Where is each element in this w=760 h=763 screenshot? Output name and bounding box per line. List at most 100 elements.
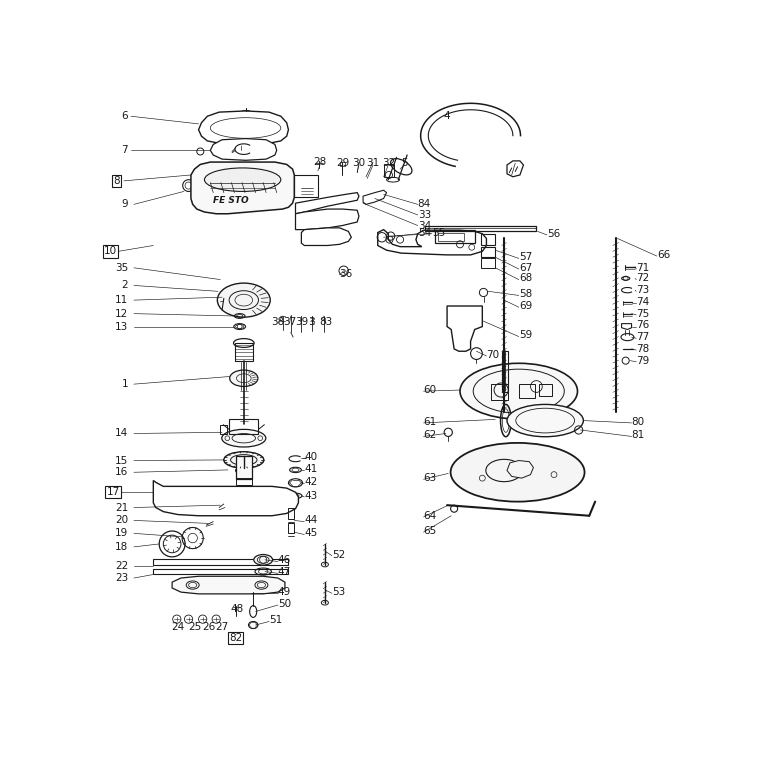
Text: 77: 77	[636, 332, 650, 342]
Bar	[154, 568, 289, 575]
Text: 24: 24	[171, 623, 185, 633]
Text: 75: 75	[636, 309, 650, 319]
Text: 33: 33	[418, 210, 431, 220]
Text: 41: 41	[304, 464, 318, 474]
Polygon shape	[507, 161, 524, 177]
Text: 64: 64	[423, 510, 437, 520]
Text: 43: 43	[304, 491, 318, 501]
Text: 2: 2	[122, 281, 128, 291]
Ellipse shape	[204, 168, 280, 192]
Text: 57: 57	[519, 253, 532, 262]
Polygon shape	[296, 209, 359, 230]
Text: 12: 12	[115, 309, 128, 319]
Polygon shape	[191, 162, 294, 214]
Text: 37: 37	[283, 317, 296, 327]
Bar	[540, 384, 553, 396]
Text: 44: 44	[304, 516, 318, 526]
Text: 23: 23	[115, 573, 128, 583]
Bar	[490, 384, 508, 400]
Bar	[384, 164, 394, 177]
Text: 62: 62	[423, 430, 437, 440]
Text: 35: 35	[115, 262, 128, 273]
Text: 81: 81	[632, 430, 644, 440]
Polygon shape	[211, 139, 277, 160]
Bar	[502, 351, 508, 392]
Ellipse shape	[230, 370, 258, 387]
Text: 40: 40	[304, 452, 318, 462]
Text: 65: 65	[423, 526, 437, 536]
Text: 80: 80	[632, 417, 644, 427]
Ellipse shape	[507, 404, 584, 436]
Text: 45: 45	[304, 528, 318, 539]
Text: 38: 38	[271, 317, 284, 327]
Text: 72: 72	[636, 273, 650, 283]
Ellipse shape	[222, 430, 266, 447]
Bar	[340, 162, 345, 166]
Text: 54: 54	[418, 227, 431, 237]
Text: 36: 36	[340, 269, 353, 278]
Text: 60: 60	[423, 385, 437, 395]
Text: 28: 28	[314, 157, 327, 167]
Bar	[229, 420, 258, 434]
Text: 59: 59	[519, 330, 532, 340]
Polygon shape	[378, 230, 486, 255]
Text: 50: 50	[278, 599, 291, 609]
Text: 83: 83	[319, 317, 333, 327]
Text: 11: 11	[115, 295, 128, 305]
Polygon shape	[363, 190, 387, 204]
Text: 30: 30	[353, 158, 366, 168]
Text: 8: 8	[113, 175, 119, 186]
Text: 26: 26	[202, 623, 215, 633]
Text: 22: 22	[115, 562, 128, 571]
Bar	[480, 259, 496, 268]
Text: 48: 48	[230, 604, 243, 613]
Text: 47: 47	[278, 567, 291, 577]
Text: 34: 34	[418, 221, 431, 230]
Ellipse shape	[460, 363, 578, 419]
Bar	[235, 343, 252, 361]
Polygon shape	[172, 576, 285, 594]
Text: 15: 15	[115, 456, 128, 465]
Text: 21: 21	[115, 503, 128, 513]
Polygon shape	[154, 481, 299, 516]
Text: 69: 69	[519, 301, 532, 311]
Text: 66: 66	[657, 250, 670, 260]
Polygon shape	[296, 192, 359, 214]
Text: 13: 13	[115, 321, 128, 332]
Text: 74: 74	[636, 297, 650, 307]
Bar	[289, 507, 294, 520]
Bar	[154, 559, 289, 565]
Text: 4: 4	[444, 111, 451, 121]
Text: 78: 78	[636, 344, 650, 354]
Polygon shape	[198, 111, 289, 144]
Text: 17: 17	[106, 488, 120, 497]
Bar	[220, 425, 227, 434]
Polygon shape	[507, 461, 534, 478]
Bar	[236, 478, 252, 485]
Bar	[480, 233, 496, 246]
Text: 76: 76	[636, 320, 650, 330]
Text: 19: 19	[115, 528, 128, 539]
Text: 6: 6	[122, 111, 128, 121]
Text: 5: 5	[401, 158, 407, 168]
Text: 42: 42	[304, 477, 318, 488]
Bar	[289, 523, 294, 533]
Text: FE STO: FE STO	[213, 196, 249, 204]
Bar	[425, 226, 537, 231]
Text: 31: 31	[366, 158, 380, 168]
Bar	[519, 384, 535, 398]
Text: 55: 55	[432, 227, 445, 237]
Text: 27: 27	[215, 623, 229, 633]
Text: 20: 20	[115, 516, 128, 526]
Polygon shape	[622, 324, 632, 330]
Text: 10: 10	[104, 246, 117, 256]
Text: 71: 71	[636, 262, 650, 273]
Text: 67: 67	[519, 262, 532, 273]
Text: 29: 29	[336, 158, 349, 168]
Bar	[438, 233, 464, 241]
Text: 63: 63	[423, 473, 437, 483]
Bar	[294, 175, 318, 198]
Text: 51: 51	[269, 615, 282, 626]
Text: 1: 1	[122, 379, 128, 389]
Text: 32: 32	[382, 158, 395, 168]
